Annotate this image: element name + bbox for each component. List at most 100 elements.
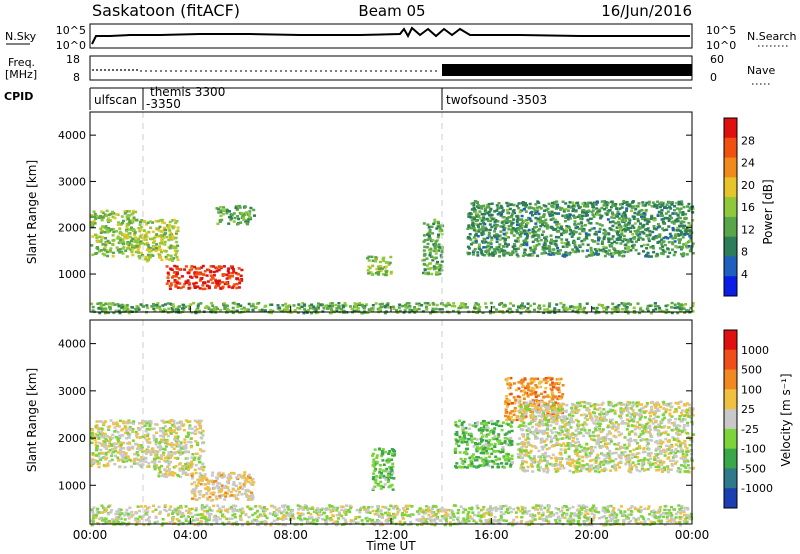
power-cell [678,208,682,211]
power-cell [165,282,169,285]
velocity-cell [632,420,636,423]
power-cell [474,238,478,241]
velocity-cell [193,456,197,459]
velocity-cell [510,454,514,458]
power-cell [681,220,685,224]
velocity-cell [482,444,486,447]
power-cell [581,249,585,253]
velocity-cell [391,462,395,466]
power-cell [241,214,245,218]
power-cell [485,217,489,221]
power-cell [521,201,525,204]
power-cell [495,204,499,207]
power-cell [587,233,591,236]
power-cell [95,214,99,218]
power-cell [502,223,506,227]
velocity-cell [170,454,174,457]
velocity-cell [468,456,472,460]
power-cell [152,304,155,307]
power-cell [243,205,247,209]
velocity-cell [167,443,171,446]
power-cell [210,301,214,305]
velocity-cell [455,430,459,434]
velocity-cell [384,450,388,454]
power-cell [557,236,561,239]
power-cell [502,215,506,219]
velocity-cell [386,461,390,464]
power-cell [560,241,564,244]
power-cell [193,274,197,278]
velocity-cell [543,390,547,394]
freq-left-label-2: [MHz] [5,68,37,81]
power-cell [437,249,440,252]
velocity-cell [193,468,197,472]
velocity-cell [176,457,180,460]
power-cell [176,307,180,311]
power-cell [658,247,662,250]
power-cell [177,277,181,280]
velocity-cell [463,460,467,464]
power-cell [225,277,229,280]
velocity-cell [206,486,210,489]
power-cell [562,308,566,312]
power-cell [528,253,532,256]
velocity-cell [469,463,472,467]
power-cell [474,233,478,236]
power-cell [486,244,490,248]
velocity-cell [137,422,141,425]
velocity-cell [212,480,216,483]
velocity-cell [147,450,151,454]
velocity-cell [197,457,201,460]
power-cell [638,227,642,230]
velocity-cell [485,433,489,437]
velocity-cell [470,440,474,444]
power-cell [158,242,162,245]
velocity-cell [106,464,110,467]
velocity-cell [541,448,545,451]
power-cell [122,233,126,237]
power-cell [128,241,132,245]
power-cell [637,252,641,255]
velocity-cell [510,421,514,424]
power-cell [125,255,129,258]
velocity-cell [90,428,94,432]
power-cell [205,284,209,287]
power-cell [561,200,565,203]
power-cell [602,247,606,250]
power-cell [444,304,448,308]
power-cell [546,225,550,228]
power-cell [664,304,668,308]
velocity-cell [484,449,488,453]
velocity-cell [111,421,115,425]
velocity-cell [637,459,641,463]
velocity-cell [108,442,111,445]
power-cell [536,254,540,258]
power-cell [577,206,581,210]
power-cell [104,311,107,315]
velocity-cell [151,449,155,452]
power-cell [600,200,604,203]
power-cell [368,266,372,270]
velocity-cell [188,462,191,465]
power-cell [366,257,370,260]
velocity-cell [606,447,609,450]
power-cell [663,216,667,220]
power-cell [488,247,492,251]
velocity-cell [178,462,182,465]
power-cell [630,240,634,244]
velocity-cell [567,437,571,440]
velocity-cell [532,380,536,383]
power-cell [580,227,584,231]
velocity-cell [525,409,529,412]
velocity-cell [198,479,201,482]
velocity-cell [100,430,104,433]
power-cell [513,211,516,215]
power-cell [155,233,159,236]
velocity-cell [153,465,156,468]
velocity-cell [663,468,667,472]
power-cell [115,246,119,249]
power-cell [610,216,614,219]
velocity-cell [152,427,156,430]
velocity-cell [146,465,150,468]
power-cell [246,308,250,311]
